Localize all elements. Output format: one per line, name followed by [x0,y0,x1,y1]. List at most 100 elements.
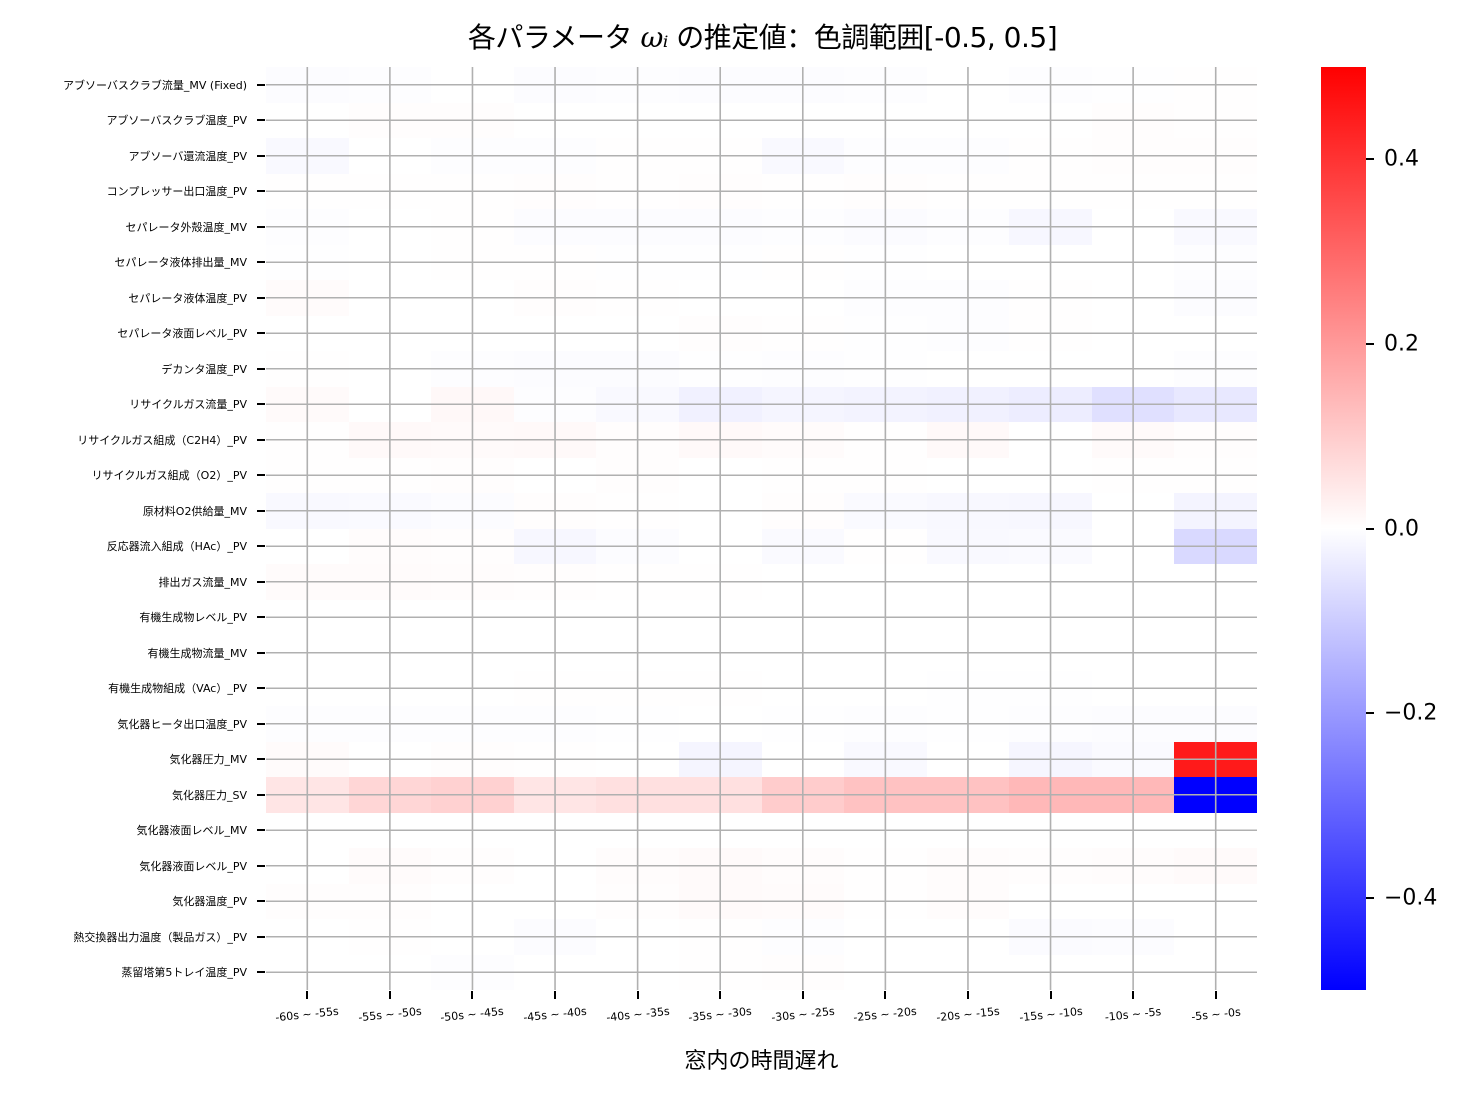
y-tick [257,545,265,548]
heatmap-cell [513,777,597,813]
heatmap-cell [431,102,514,138]
heatmap-cell [348,777,432,813]
heatmap-cell [431,599,514,635]
heatmap-cell [844,954,927,990]
heatmap-cell [926,954,1010,990]
heatmap-cell [348,848,432,884]
heatmap-cell [431,280,514,316]
heatmap-cell [1174,528,1257,564]
heatmap-cell [266,386,349,422]
heatmap-cell [678,422,762,458]
heatmap-cell [1174,706,1257,742]
heatmap-cell [844,706,927,742]
heatmap-cell [1009,138,1092,174]
heatmap-plot-area [266,67,1257,990]
heatmap-cell [431,635,514,671]
heatmap-cell [513,883,597,919]
heatmap-cell [431,919,514,955]
heatmap-cell [348,706,432,742]
heatmap-cell [926,706,1010,742]
x-tick [471,991,474,999]
heatmap-cell [1174,102,1257,138]
heatmap-cell [513,493,597,529]
heatmap-cell [1091,138,1175,174]
x-tick [884,991,887,999]
heatmap-cell [513,422,597,458]
heatmap-cell [596,138,679,174]
heatmap-cell [761,599,845,635]
heatmap-cell [513,670,597,706]
heatmap-cell [348,244,432,280]
y-tick-label: リサイクルガス組成（O2）_PV [91,469,247,483]
heatmap-cell [348,209,432,245]
heatmap-cell [1091,883,1175,919]
heatmap-cell [926,315,1010,351]
heatmap-cell [596,244,679,280]
heatmap-cell [926,599,1010,635]
y-tick [257,332,265,335]
heatmap-cell [431,883,514,919]
heatmap-cell [926,422,1010,458]
y-tick [257,687,265,690]
heatmap-cell [1174,883,1257,919]
heatmap-cell [1091,102,1175,138]
heatmap-cell [1091,528,1175,564]
heatmap-cell [266,777,349,813]
y-tick [257,190,265,193]
heatmap-cell [596,386,679,422]
x-tick-label: -30s ~ -25s [770,1004,836,1025]
heatmap-cell [678,351,762,387]
heatmap-cell [761,883,845,919]
y-tick [257,900,265,903]
heatmap-cell [513,635,597,671]
y-tick [257,119,265,122]
y-tick-label: コンプレッサー出口温度_PV [106,185,247,199]
heatmap-cell [1009,457,1092,493]
heatmap-cell [844,386,927,422]
heatmap-cell [596,315,679,351]
y-tick-label: 有機生成物組成（VAc）_PV [108,682,247,696]
heatmap-cell [1009,209,1092,245]
heatmap-cell [513,102,597,138]
y-tick-label: 気化器ヒータ出口温度_PV [117,717,247,731]
heatmap-cell [596,564,679,600]
heatmap-cells [266,67,1257,990]
heatmap-cell [678,599,762,635]
heatmap-cell [1091,173,1175,209]
colorbar-tick [1366,896,1374,899]
heatmap-cell [1091,457,1175,493]
heatmap-cell [844,173,927,209]
heatmap-cell [1174,351,1257,387]
y-tick [257,758,265,761]
y-tick-label: 気化器液面レベル_PV [139,859,247,873]
heatmap-cell [266,457,349,493]
heatmap-cell [1091,777,1175,813]
y-tick-label: デカンタ温度_PV [161,362,247,376]
y-tick [257,83,265,86]
heatmap-cell [761,315,845,351]
heatmap-cell [678,954,762,990]
heatmap-cell [431,564,514,600]
heatmap-cell [926,741,1010,777]
y-tick-label: リサイクルガス組成（C2H4）_PV [77,433,247,447]
heatmap-cell [348,564,432,600]
heatmap-cell [678,741,762,777]
heatmap-cell [761,919,845,955]
heatmap-cell [844,919,927,955]
heatmap-cell [513,457,597,493]
heatmap-cell [596,848,679,884]
y-tick [257,935,265,938]
heatmap-cell [596,351,679,387]
heatmap-cell [348,954,432,990]
heatmap-cell [266,244,349,280]
heatmap-cell [431,351,514,387]
heatmap-cell [844,493,927,529]
heatmap-cell [1174,635,1257,671]
heatmap-cell [348,528,432,564]
heatmap-cell [431,670,514,706]
heatmap-cell [513,706,597,742]
heatmap-cell [266,209,349,245]
heatmap-cell [678,777,762,813]
heatmap-cell [1174,919,1257,955]
heatmap-cell [431,741,514,777]
